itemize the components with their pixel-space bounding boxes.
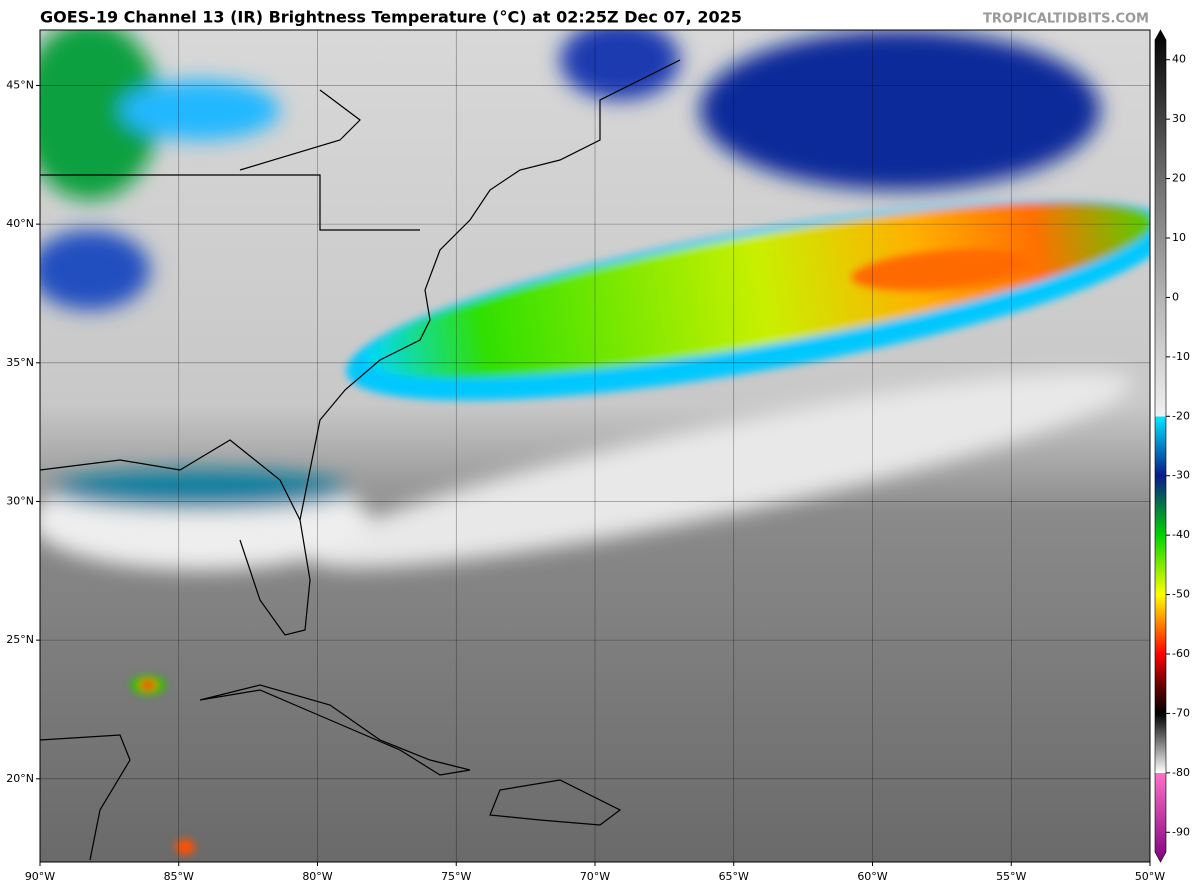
colorbar-tick-label: 40	[1172, 53, 1186, 66]
lat-tick-label: 45°N	[6, 78, 34, 91]
colorbar-tick-label: -80	[1172, 766, 1190, 779]
lat-tick-label: 40°N	[6, 217, 34, 230]
lon-tick-label: 55°W	[996, 870, 1026, 883]
colorbar-tick-label: -10	[1172, 350, 1190, 363]
colorbar-tick-label: 10	[1172, 231, 1186, 244]
lon-tick-label: 65°W	[719, 870, 749, 883]
satellite-image	[40, 30, 1150, 862]
title: GOES-19 Channel 13 (IR) Brightness Tempe…	[40, 8, 742, 27]
lon-tick-label: 60°W	[857, 870, 887, 883]
colorbar-tick-label: -50	[1172, 588, 1190, 601]
lon-tick-label: 80°W	[302, 870, 332, 883]
colorbar	[1154, 29, 1167, 863]
credit: TROPICALTIDBITS.COM	[983, 12, 1149, 27]
lat-tick-label: 35°N	[6, 356, 34, 369]
colorbar-tick-label: 20	[1172, 172, 1186, 185]
lat-tick-label: 25°N	[6, 633, 34, 646]
lat-tick-label: 30°N	[6, 494, 34, 507]
lon-tick-label: 75°W	[441, 870, 471, 883]
colorbar-tick-label: 0	[1172, 290, 1179, 303]
lon-tick-label: 50°W	[1135, 870, 1165, 883]
lat-tick-label: 20°N	[6, 772, 34, 785]
colorbar-tick-label: -90	[1172, 825, 1190, 838]
colorbar-tick-label: -20	[1172, 409, 1190, 422]
coastlines	[40, 59, 681, 861]
colorbar-tick-label: -40	[1172, 528, 1190, 541]
colorbar-tick-label: -60	[1172, 647, 1190, 660]
colorbar-tick-label: 30	[1172, 112, 1186, 125]
lon-tick-label: 70°W	[580, 870, 610, 883]
colorbar-tick-label: -30	[1172, 469, 1190, 482]
lon-tick-label: 90°W	[25, 870, 55, 883]
colorbar-tick-label: -70	[1172, 706, 1190, 719]
lon-tick-label: 85°W	[164, 870, 194, 883]
